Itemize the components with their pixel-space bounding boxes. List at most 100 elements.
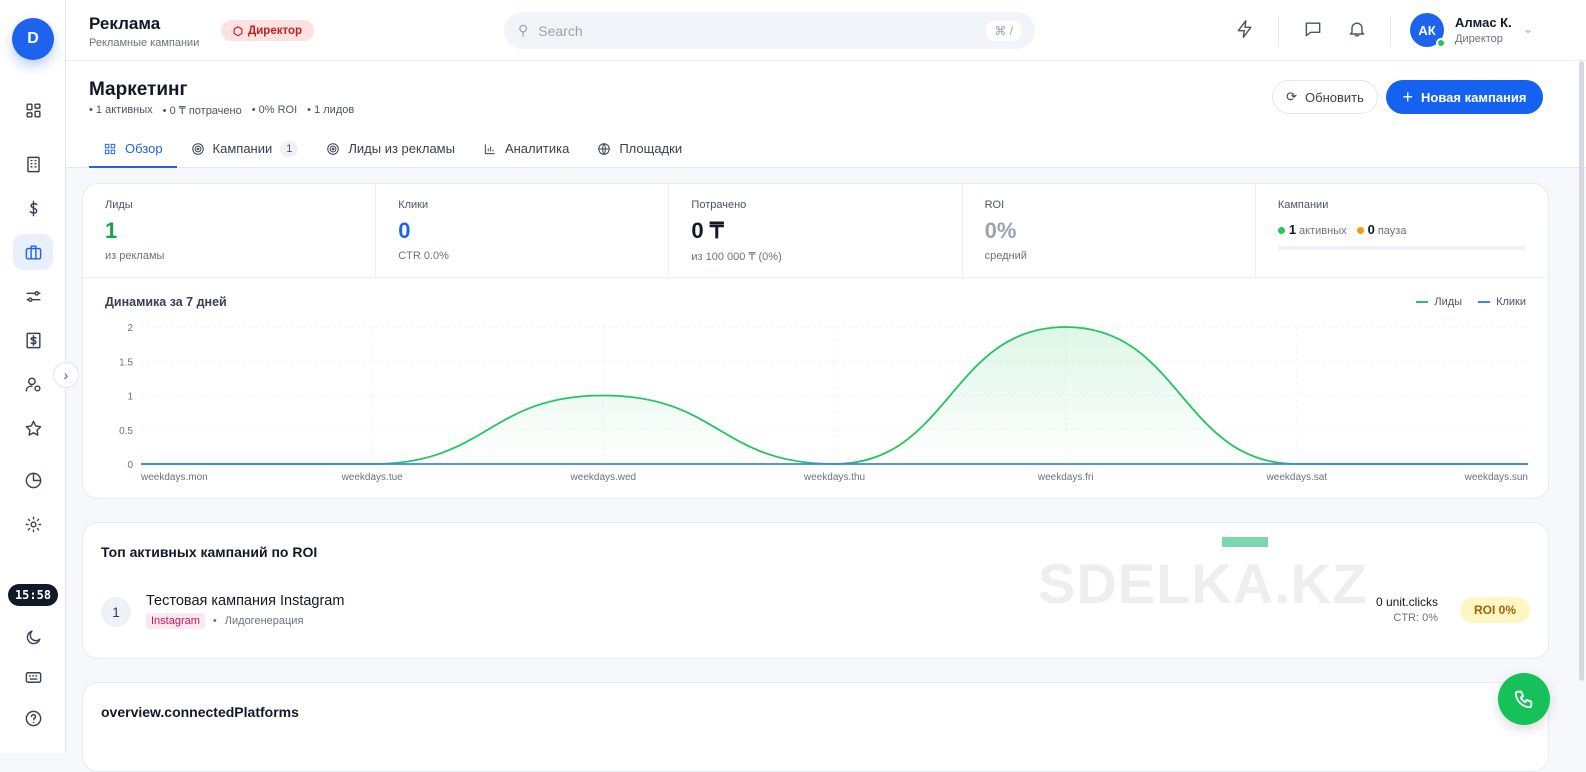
tab-label: Кампании: [212, 141, 273, 156]
kpi-label: Клики: [398, 199, 429, 211]
receipt-icon[interactable]: [13, 322, 53, 358]
paused-count: 0: [1367, 222, 1375, 237]
dollar-icon[interactable]: [13, 190, 53, 226]
line-chart: 0 0.5 1 1.5 2 weekdays.mon weekdays.tue weekday…: [119, 323, 1528, 483]
kpi-leads: Лиды 1 из рекламы: [83, 184, 377, 277]
campaign-name[interactable]: Тестовая кампания Instagram: [146, 593, 345, 609]
refresh-label: Обновить: [1305, 89, 1364, 105]
kpi-value: 1: [105, 218, 118, 243]
campaign-clicks: 0 unit.clicks: [1375, 595, 1438, 609]
building-icon[interactable]: [13, 146, 53, 182]
kpi-value: 0 ₸: [691, 218, 724, 243]
kpi-campaigns: Кампании 1 активных 0 пауза: [1256, 184, 1548, 277]
separator: •: [212, 615, 217, 627]
bell-icon[interactable]: [1347, 19, 1369, 41]
campaign-ctr: CTR: 0%: [1393, 612, 1438, 624]
kpi-label: Кампании: [1277, 199, 1329, 211]
campaign-progress-bar: [1277, 246, 1527, 250]
stat-active: 1 активных: [89, 104, 153, 117]
x-tick-label: weekdays.mon: [140, 472, 208, 483]
stat-leads: 1 лидов: [307, 104, 354, 117]
x-tick-label: weekdays.wed: [570, 472, 637, 483]
avatar-initials: АК: [1418, 22, 1436, 38]
y-tick-label: 1: [127, 392, 133, 403]
section-title: Топ активных кампаний по ROI: [101, 544, 318, 560]
search-placeholder: Search: [538, 22, 583, 39]
expand-sidebar-button[interactable]: ›: [53, 362, 79, 388]
kpi-sub: CTR 0.0%: [398, 250, 449, 262]
x-tick-label: weekdays.thu: [803, 472, 865, 483]
stat-roi: 0% ROI: [252, 104, 298, 117]
user-settings-icon[interactable]: [13, 366, 53, 402]
tab-overview[interactable]: Обзор: [89, 129, 177, 168]
target-icon: [327, 142, 340, 155]
watermark-bar: [1222, 537, 1268, 547]
y-tick-label: 0: [127, 460, 133, 471]
y-tick-label: 1.5: [119, 357, 133, 368]
paused-dot: [1356, 227, 1364, 234]
kpi-label: Потрачено: [691, 199, 747, 211]
legend-leads: Лиды: [1416, 296, 1462, 308]
clock: 15:58: [8, 584, 58, 606]
tab-platforms[interactable]: Площадки: [583, 129, 696, 168]
role-badge: ⬡ Директор: [221, 20, 315, 41]
gear-icon[interactable]: [13, 506, 53, 542]
x-tick-label: weekdays.tue: [341, 472, 404, 483]
briefcase-icon[interactable]: [13, 234, 53, 270]
refresh-button[interactable]: ⟳ Обновить: [1272, 80, 1378, 114]
paused-label: пауза: [1377, 225, 1407, 237]
x-tick-label: weekdays.sat: [1266, 472, 1328, 483]
divider: [1390, 16, 1391, 46]
tab-label: Обзор: [125, 141, 163, 156]
target-icon: [191, 142, 204, 155]
user-name[interactable]: Алмас К.: [1455, 15, 1512, 30]
chat-icon[interactable]: [1303, 19, 1325, 41]
star-icon[interactable]: [13, 410, 53, 446]
x-tick-label: weekdays.sun: [1464, 472, 1528, 483]
search-input[interactable]: ⚲ Search ⌘ /: [504, 12, 1035, 49]
roi-badge: ROI 0%: [1460, 597, 1530, 623]
tab-campaigns[interactable]: Кампании 1: [177, 129, 313, 168]
tab-label: Аналитика: [504, 141, 570, 156]
new-campaign-button[interactable]: + Новая кампания: [1386, 80, 1543, 114]
stat-spent: 0 ₸ потрачено: [163, 104, 242, 117]
bar-chart-icon: [484, 143, 495, 154]
rank-badge: 1: [101, 597, 131, 627]
chevron-down-icon[interactable]: ⌄: [1523, 22, 1534, 36]
section-title: overview.connectedPlatforms: [101, 704, 299, 720]
kpi-label: Лиды: [105, 199, 133, 211]
campaign-status: 1 активных 0 пауза: [1277, 222, 1526, 237]
campaign-meta: Instagram • Лидогенерация: [146, 613, 303, 629]
call-button[interactable]: [1498, 673, 1550, 725]
workspace-logo[interactable]: D: [12, 18, 54, 60]
search-icon: ⚲: [518, 22, 529, 38]
pie-chart-icon[interactable]: [13, 462, 53, 498]
chart-title: Динамика за 7 дней: [105, 295, 227, 309]
scrollbar[interactable]: [1579, 61, 1584, 681]
y-tick-label: 2: [127, 323, 133, 334]
online-indicator: [1436, 38, 1446, 48]
sliders-icon[interactable]: [13, 278, 53, 314]
divider: [1278, 16, 1279, 46]
top-campaigns-card: SDELKA.KZ Топ активных кампаний по ROI 1…: [82, 522, 1549, 659]
avatar[interactable]: АК: [1410, 13, 1446, 48]
tab-label: Лиды из рекламы: [348, 141, 455, 156]
platform-tag: Instagram: [146, 613, 205, 629]
tab-analytics[interactable]: Аналитика: [469, 129, 583, 168]
overview-card: Лиды 1 из рекламы Клики 0 CTR 0.0% Потрачено…: [82, 183, 1549, 499]
plus-icon: +: [1402, 86, 1414, 107]
user-role: Директор: [1455, 33, 1503, 45]
watermark: SDELKA.KZ: [1038, 552, 1368, 615]
keyboard-icon[interactable]: [13, 659, 53, 695]
lightning-icon[interactable]: [1235, 19, 1257, 41]
help-icon[interactable]: [13, 700, 53, 736]
moon-icon[interactable]: [13, 619, 53, 655]
tab-ad-leads[interactable]: Лиды из рекламы: [312, 129, 469, 168]
app-subtitle: Рекламные кампании: [89, 37, 200, 49]
kpi-value: 0: [398, 218, 411, 243]
role-badge-label: Директор: [248, 24, 303, 37]
kpi-clicks: Клики 0 CTR 0.0%: [376, 184, 670, 277]
kpi-sub: средний: [984, 250, 1027, 262]
shield-icon: ⬡: [233, 25, 244, 38]
dashboard-icon[interactable]: [13, 92, 53, 128]
